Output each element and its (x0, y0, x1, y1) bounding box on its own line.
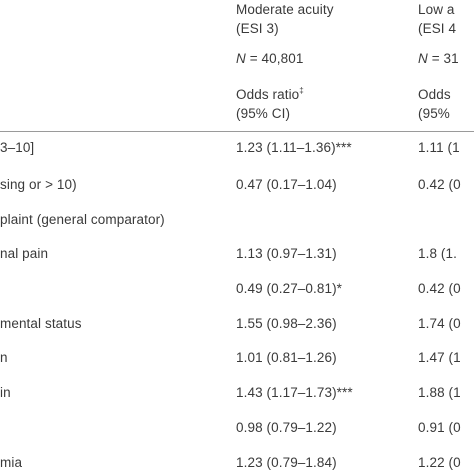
row-label: nal pain (0, 246, 49, 261)
col1-title-line1: Moderate acuity (236, 2, 334, 17)
col1-n-label: N = 40,801 (236, 51, 303, 67)
row-col1-value: 1.43 (1.17–1.73)*** (236, 385, 353, 400)
col2-n-label: N = 31 (418, 51, 459, 67)
col2-title-line1: Low a (418, 2, 455, 17)
row-label: mia (0, 455, 23, 470)
row-col1-value: 0.98 (0.79–1.22) (236, 420, 337, 435)
row-col2-value: 1.88 (1 (418, 385, 461, 400)
section-label: plaint (general comparator) (0, 212, 165, 227)
col1-n-var: N (236, 51, 246, 66)
row-col2-value: 0.42 (0 (418, 177, 461, 192)
col2-n-value: = 31 (427, 51, 459, 66)
row-label: sing or > 10) (0, 177, 77, 192)
row-label: in (0, 385, 11, 400)
row-col2-value: 0.91 (0 (418, 420, 461, 435)
row-col1-value: 0.49 (0.27–0.81)* (236, 281, 343, 296)
row-col2-value: 1.11 (1 (418, 140, 460, 155)
row-col1-value: 1.01 (0.81–1.26) (236, 350, 337, 365)
row-col1-value: 0.47 (0.17–1.04) (236, 177, 337, 192)
col1-stat-text: Odds ratio (236, 87, 300, 102)
header-divider (0, 131, 474, 132)
col2-n-var: N (418, 51, 428, 66)
col1-stat-line2: (95% CI) (236, 106, 291, 121)
row-label: n (0, 350, 8, 365)
row-col2-value: 1.74 (0 (418, 316, 461, 331)
col1-n-value: = 40,801 (245, 51, 304, 66)
row-col1-value: 1.23 (0.79–1.84) (236, 455, 337, 470)
row-label: mental status (0, 316, 82, 331)
col1-title-line2: (ESI 3) (236, 21, 279, 36)
row-label: 3–10] (0, 140, 35, 155)
col2-title-line2: (ESI 4 (418, 21, 457, 36)
row-col1-value: 1.13 (0.97–1.31) (236, 246, 337, 261)
row-col2-value: 1.8 (1. (418, 246, 457, 261)
col1-stat-sup: ‡ (299, 86, 304, 95)
col2-stat-line1: Odds (418, 87, 451, 102)
row-col2-value: 0.42 (0 (418, 281, 461, 296)
row-col2-value: 1.47 (1 (418, 350, 461, 365)
col1-stat-line1: Odds ratio‡ (236, 87, 304, 103)
row-col1-value: 1.23 (1.11–1.36)*** (236, 140, 352, 155)
row-col1-value: 1.55 (0.98–2.36) (236, 316, 337, 331)
row-col2-value: 1.22 (0 (418, 455, 461, 470)
col2-stat-line2: (95% (418, 106, 450, 121)
